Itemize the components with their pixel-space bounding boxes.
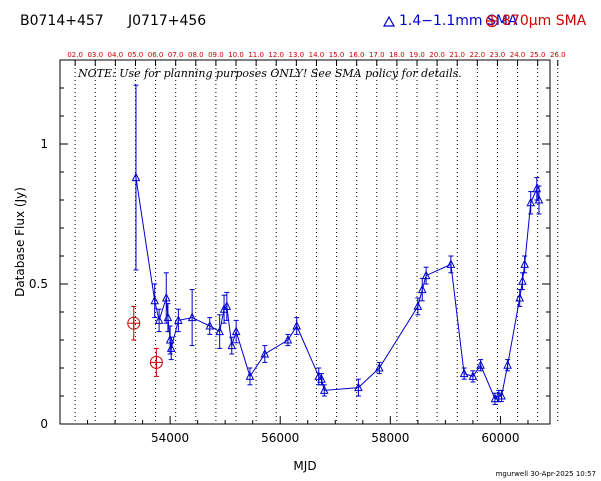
data-point <box>446 259 456 268</box>
y-axis-title: Database Flux (Jy) <box>13 187 27 297</box>
data-point <box>417 284 427 294</box>
top-tick-label: 17.0 <box>369 51 385 59</box>
data-point <box>215 326 224 336</box>
data-point <box>163 312 173 322</box>
x-axis-title: MJD <box>293 459 316 473</box>
data-point <box>292 320 302 330</box>
top-tick-label: 22.0 <box>470 51 486 59</box>
top-tick-label: 09.0 <box>208 51 224 59</box>
plot-frame <box>59 59 551 425</box>
source-name: B0714+457 <box>20 13 104 29</box>
data-point <box>314 371 324 380</box>
series-sma <box>131 84 544 405</box>
legend-sma-label: 1.4−1.1mm SMA <box>399 13 518 29</box>
y-tick-label: 1 <box>40 137 48 151</box>
top-tick-label: 04.0 <box>108 51 124 59</box>
top-tick-label: 25.0 <box>530 51 546 59</box>
data-point <box>166 343 176 352</box>
top-tick-label: 15.0 <box>329 51 345 59</box>
series-870 <box>127 305 163 377</box>
data-point <box>187 312 197 322</box>
data-point <box>231 326 241 336</box>
data-point <box>497 390 506 400</box>
x-tick-label: 60000 <box>481 431 519 445</box>
data-point <box>219 304 229 313</box>
data-point <box>526 197 536 207</box>
y-tick-label: 0 <box>40 417 48 431</box>
top-tick-label: 19.0 <box>409 51 425 59</box>
series-layer <box>127 84 544 405</box>
top-tick-label: 23.0 <box>490 51 506 59</box>
data-point <box>520 259 529 268</box>
data-point <box>131 172 141 182</box>
x-tick-label: 54000 <box>151 431 189 445</box>
top-tick-label: 06.0 <box>148 51 164 59</box>
data-point <box>468 371 478 380</box>
planning-note: NOTE: Use for planning purposes ONLY! Se… <box>77 67 462 80</box>
data-point <box>518 276 527 285</box>
top-tick-label: 16.0 <box>349 51 365 59</box>
data-point <box>154 315 164 324</box>
top-tick-label: 11.0 <box>248 51 264 59</box>
data-point <box>413 301 423 310</box>
legend-870-label: 870μm SMA <box>502 13 587 29</box>
data-point <box>283 334 293 344</box>
data-point <box>534 194 544 204</box>
data-point <box>317 374 326 383</box>
data-point <box>421 270 431 280</box>
top-tick-label: 08.0 <box>188 51 204 59</box>
data-point <box>150 295 160 305</box>
top-tick-label: 14.0 <box>309 51 325 59</box>
y-axis: 00.51 <box>29 87 550 431</box>
top-tick-label: 10.0 <box>228 51 244 59</box>
top-tick-label: 07.0 <box>168 51 184 59</box>
x-tick-label: 56000 <box>261 431 299 445</box>
data-point <box>165 334 175 344</box>
top-tick-label: 13.0 <box>289 51 305 59</box>
data-point <box>354 382 363 392</box>
x-tick-label: 58000 <box>371 431 409 445</box>
legend-870: 870μm SMA <box>485 13 587 29</box>
data-point <box>222 301 232 310</box>
data-point <box>375 362 384 372</box>
data-point <box>174 315 183 324</box>
legend-sma-marker <box>382 15 396 27</box>
credit-stamp: mgurwell 30-Apr-2025 10:57 <box>496 470 596 478</box>
data-point <box>490 393 500 403</box>
data-point <box>476 360 485 369</box>
top-tick-label: 03.0 <box>87 51 103 59</box>
data-point <box>319 385 329 394</box>
data-point <box>459 368 469 378</box>
top-tick-label: 02.0 <box>67 51 83 59</box>
alt-name: J0717+456 <box>127 13 206 29</box>
top-tick-label: 21.0 <box>449 51 465 59</box>
data-point <box>161 292 171 302</box>
top-tick-label: 18.0 <box>389 51 405 59</box>
year-grid <box>74 60 559 424</box>
top-axis: 02.0 03.0 04.0 05.0 06.0 07.0 08.0 09.0 10.0 11.0… <box>67 51 566 66</box>
x-axis: 54000 56000 58000 60000 <box>87 416 529 445</box>
data-point <box>205 320 215 330</box>
data-point <box>260 348 270 358</box>
top-tick-label: 24.0 <box>510 51 526 59</box>
top-tick-label: 12.0 <box>268 51 284 59</box>
data-point <box>245 371 255 380</box>
data-point <box>503 360 512 369</box>
top-tick-label: 26.0 <box>550 51 566 59</box>
data-point <box>227 340 237 350</box>
data-point <box>515 292 525 302</box>
top-tick-label: 20.0 <box>429 51 445 59</box>
top-tick-label: 05.0 <box>128 51 144 59</box>
y-tick-label: 0.5 <box>29 277 48 291</box>
